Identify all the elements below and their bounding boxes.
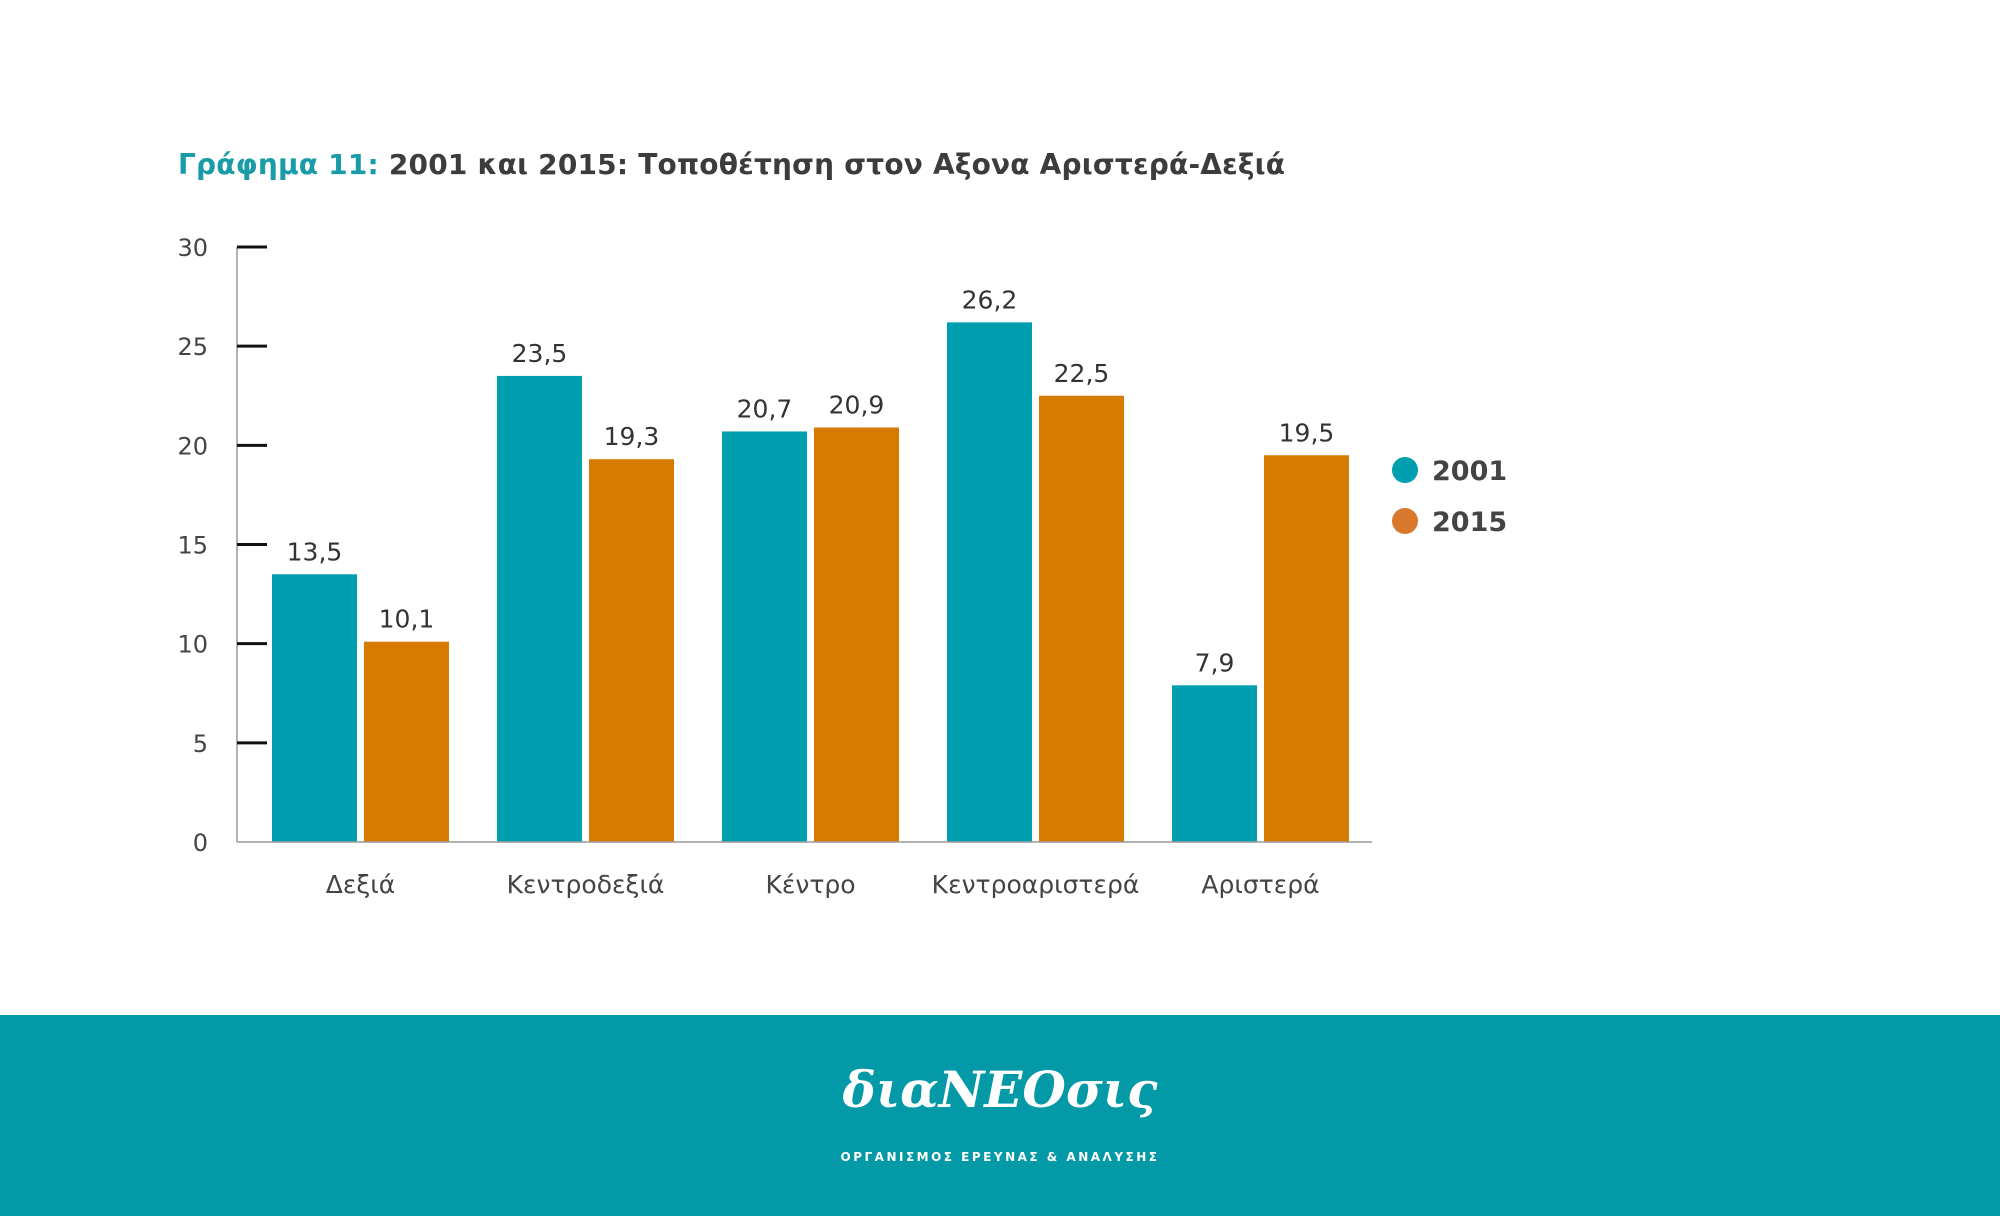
y-tick-label: 15 [177, 532, 208, 560]
bar [272, 574, 357, 842]
bar-chart: 0 5 10 15 20 25 30 13,5 10,1 23,5 19,3 20,7 20,9 26,… [177, 234, 1507, 899]
footer-band [0, 1015, 2000, 1216]
data-label: 23,5 [512, 339, 568, 368]
data-label: 19,3 [604, 422, 660, 451]
legend-marker [1392, 508, 1418, 534]
bar [1039, 395, 1124, 842]
data-label: 7,9 [1195, 648, 1235, 677]
legend: 2001 2015 [1392, 456, 1507, 538]
dianeosis-logo: διαΝΕΟσις [842, 1060, 1158, 1119]
chart-title-text: 2001 και 2015: Τοποθέτηση στον Αξονα Αρι… [388, 148, 1286, 181]
x-tick-label: Κεντροδεξιά [507, 870, 665, 899]
data-label: 13,5 [287, 537, 343, 566]
y-axis: 0 5 10 15 20 25 30 [177, 234, 267, 857]
bar [814, 427, 899, 842]
bar [947, 322, 1032, 842]
chart-title: Γράφημα 11: 2001 και 2015: Τοποθέτηση στ… [178, 148, 1285, 181]
data-label: 20,9 [829, 390, 885, 419]
x-tick-label: Κέντρο [765, 870, 855, 899]
bar [722, 431, 807, 842]
legend-marker [1392, 457, 1418, 483]
logo-subtitle: ΟΡΓΑΝΙΣΜΟΣ ΕΡΕΥΝΑΣ & ΑΝΑΛΥΣΗΣ [840, 1150, 1160, 1164]
y-tick-label: 20 [177, 432, 208, 460]
bar [364, 641, 449, 842]
x-tick-label: Δεξιά [326, 870, 396, 899]
bar [497, 375, 582, 842]
x-tick-label: Αριστερά [1201, 870, 1319, 899]
bars: 13,5 10,1 23,5 19,3 20,7 20,9 26,2 22,5 7,9 19,5 [272, 285, 1349, 842]
y-tick-label: 25 [177, 333, 208, 361]
x-tick-label: Κεντροαριστερά [932, 870, 1140, 899]
bar [589, 459, 674, 842]
chart-title-prefix: Γράφημα 11: [178, 148, 379, 181]
data-label: 22,5 [1054, 359, 1110, 388]
y-tick-label: 0 [193, 829, 208, 857]
legend-label: 2015 [1432, 507, 1507, 538]
data-label: 20,7 [737, 394, 793, 423]
bar [1172, 685, 1257, 842]
y-tick-label: 30 [177, 234, 208, 262]
y-tick-label: 5 [193, 730, 208, 758]
bar [1264, 455, 1349, 842]
legend-label: 2001 [1432, 456, 1507, 487]
data-label: 26,2 [962, 285, 1018, 314]
data-label: 19,5 [1279, 418, 1335, 447]
x-axis: Δεξιά Κεντροδεξιά Κέντρο Κεντροαριστερά Αρισ… [237, 841, 1372, 899]
y-tick-label: 10 [177, 631, 208, 659]
data-label: 10,1 [379, 605, 435, 634]
